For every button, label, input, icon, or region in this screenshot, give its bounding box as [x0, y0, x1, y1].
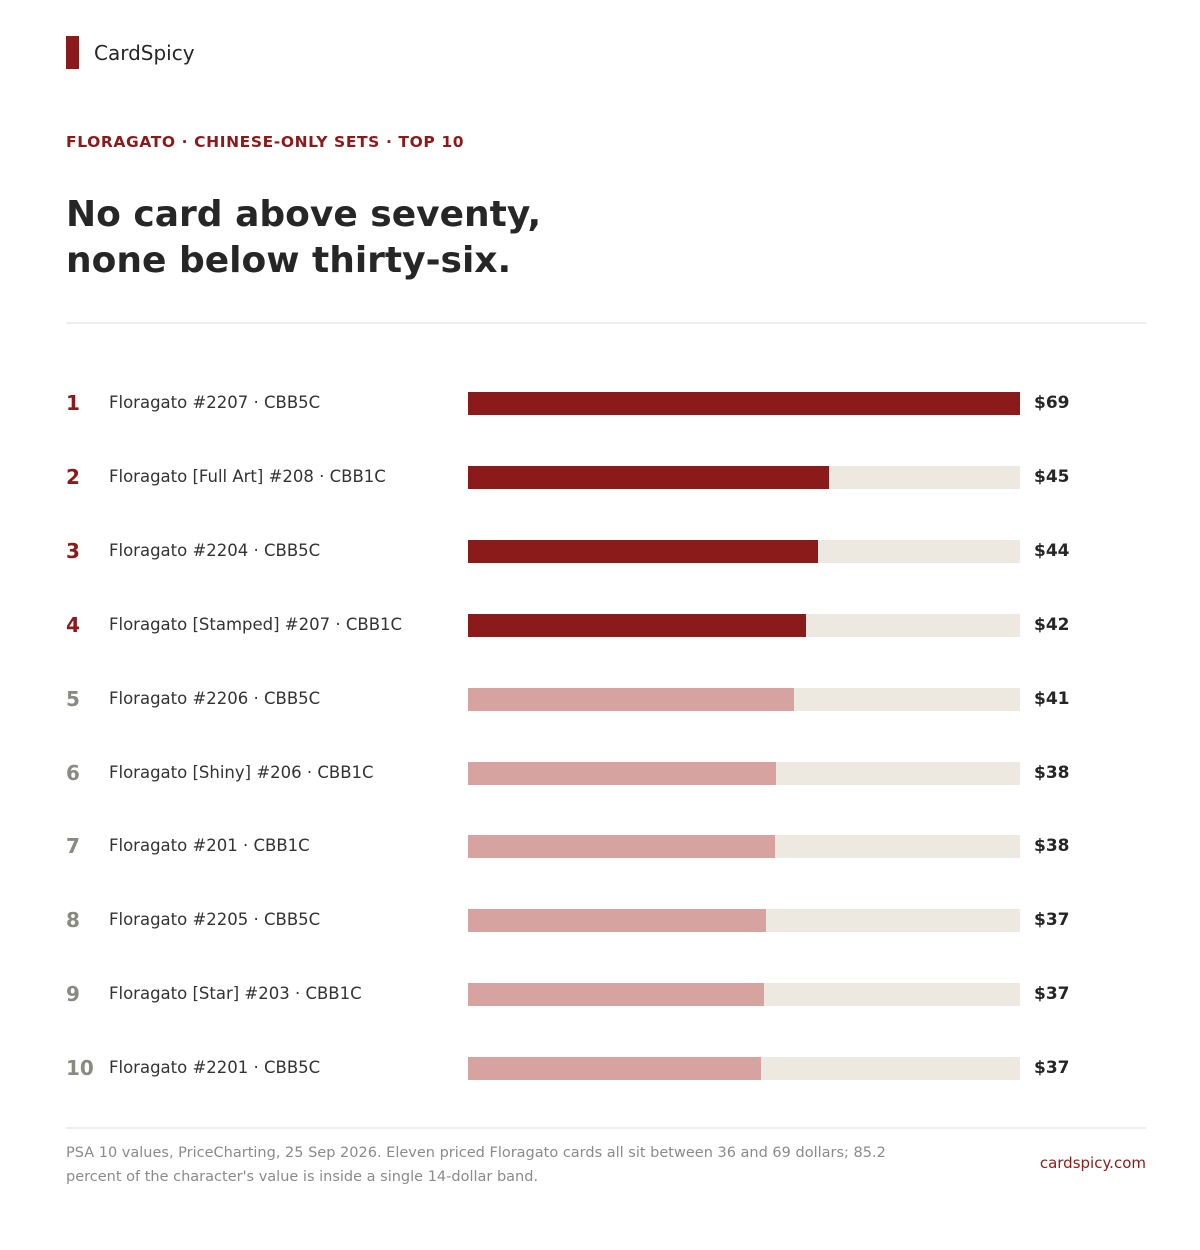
category-label: Floragato [Shiny] #206 · CBB1C: [109, 762, 374, 782]
bar-track: [468, 465, 1020, 489]
category-label: Floragato [Star] #203 · CBB1C: [109, 984, 362, 1004]
category-label: Floragato #2206 · CBB5C: [109, 688, 321, 708]
bar-row: 4 Floragato [Stamped] #207 · CBB1C $42: [0, 605, 1200, 645]
value-label: $69: [1034, 393, 1070, 413]
value-label: $37: [1034, 984, 1070, 1005]
bar-row: 2 Floragato [Full Art] #208 · CBB1C $45: [0, 457, 1200, 497]
bar-row: 8 Floragato #2205 · CBB5C $37: [0, 900, 1200, 940]
footnote: PSA 10 values, PriceCharting, 25 Sep 202…: [66, 1145, 886, 1185]
category-label: Floragato #2204 · CBB5C: [109, 540, 321, 560]
bar: [468, 465, 829, 489]
category-label: Floragato #2205 · CBB5C: [109, 910, 321, 930]
bar: [468, 687, 795, 711]
value-label: $45: [1034, 466, 1070, 487]
brand: CardSpicy: [66, 36, 195, 69]
bar-chart: 1 Floragato #2207 · CBB5C $69 2 Floragato [F…: [0, 360, 1200, 1120]
bar-track: [468, 1057, 1020, 1081]
rank-label: 7: [66, 834, 80, 859]
rank-label: 2: [66, 464, 80, 489]
value-label: $41: [1034, 688, 1070, 709]
bar-row: 7 Floragato #201 · CBB1C $38: [0, 826, 1200, 866]
value-label: $37: [1034, 1058, 1070, 1079]
bar-track: [468, 983, 1020, 1007]
value-label: $42: [1034, 614, 1070, 635]
site-link[interactable]: cardspicy.com: [1039, 1154, 1146, 1172]
category-label: Floragato [Stamped] #207 · CBB1C: [109, 614, 403, 634]
bottom-divider: [66, 1127, 1146, 1129]
bar: [468, 613, 807, 637]
bar-row: 6 Floragato [Shiny] #206 · CBB1C $38: [0, 753, 1200, 793]
bar: [468, 835, 776, 859]
bar-track: [468, 835, 1020, 859]
bar-track: [468, 613, 1020, 637]
rank-label: 8: [66, 908, 80, 933]
bar-row: 5 Floragato #2206 · CBB5C $41: [0, 679, 1200, 719]
category-label: Floragato #2201 · CBB5C: [109, 1058, 321, 1078]
bar-row: 10 Floragato #2201 · CBB5C $37: [0, 1048, 1200, 1088]
brand-mark-icon: [66, 36, 79, 69]
category-label: Floragato [Full Art] #208 · CBB1C: [109, 466, 386, 486]
rank-label: 6: [66, 760, 80, 785]
bar-track: [468, 687, 1020, 711]
bar-track: [468, 761, 1020, 785]
category-label: Floragato #2207 · CBB5C: [109, 393, 321, 412]
bar-track: [468, 539, 1020, 563]
bar: [468, 909, 767, 933]
bar-track: [468, 909, 1020, 933]
rank-label: 5: [66, 686, 80, 711]
bar-row: 1 Floragato #2207 · CBB5C $69: [0, 383, 1200, 423]
kicker: FLORAGATO · CHINESE-ONLY SETS · TOP 10: [66, 133, 465, 151]
bar: [468, 983, 764, 1007]
title-line-2: none below thirty-six.: [66, 240, 512, 281]
category-label: Floragato #201 · CBB1C: [109, 836, 310, 856]
brand-name: CardSpicy: [94, 40, 195, 65]
rank-label: 3: [66, 538, 80, 563]
bar-row: 3 Floragato #2204 · CBB5C $44: [0, 531, 1200, 571]
rank-label: 1: [66, 391, 80, 415]
rank-label: 9: [66, 982, 80, 1007]
bar: [468, 392, 1020, 415]
value-label: $38: [1034, 836, 1070, 857]
bar: [468, 761, 776, 785]
rank-label: 4: [66, 612, 80, 637]
bar: [468, 539, 818, 563]
value-label: $44: [1034, 540, 1070, 561]
value-label: $38: [1034, 762, 1070, 783]
bar: [468, 1057, 761, 1081]
value-label: $37: [1034, 910, 1070, 931]
top-divider: [66, 322, 1146, 324]
page-title: No card above seventy, none below thirty…: [66, 192, 766, 284]
title-line-1: No card above seventy,: [66, 194, 542, 235]
bar-row: 9 Floragato [Star] #203 · CBB1C $37: [0, 974, 1200, 1014]
rank-label: 10: [66, 1056, 94, 1081]
bar-track: [468, 392, 1020, 415]
